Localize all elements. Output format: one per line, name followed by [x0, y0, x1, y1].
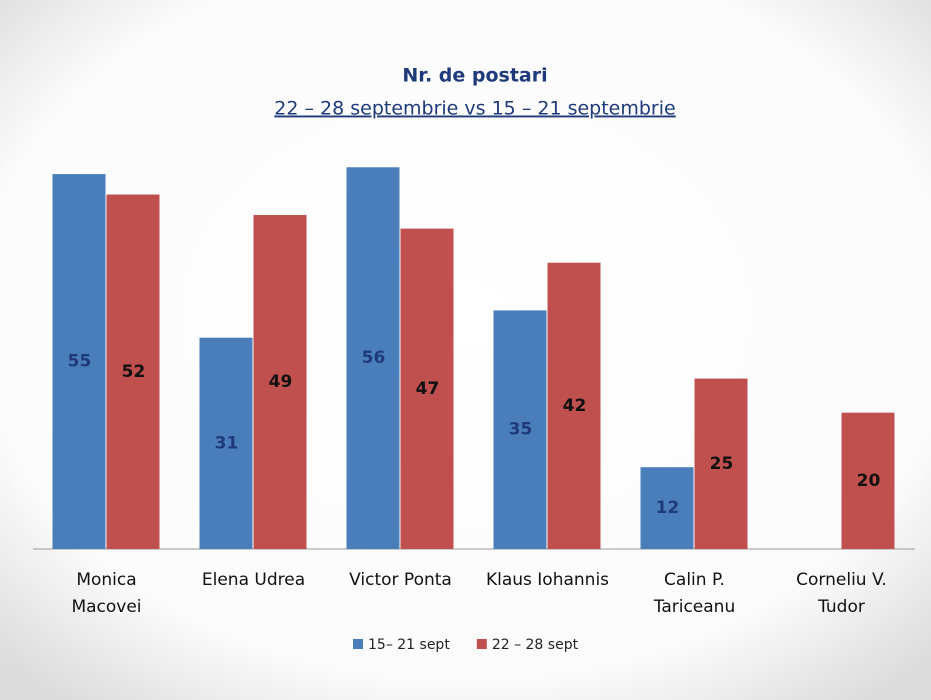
legend-label: 22 – 28 sept — [492, 637, 579, 653]
bar — [199, 337, 253, 549]
x-tick-label: Tudor — [817, 597, 865, 617]
x-tick-label: Monica — [76, 570, 136, 590]
x-tick-label: Macovei — [71, 597, 141, 617]
bar — [52, 174, 106, 550]
value-label: 55 — [68, 352, 92, 372]
legend-label: 15– 21 sept — [368, 637, 450, 653]
x-tick-label: Calin P. — [664, 570, 725, 590]
value-label: 47 — [416, 379, 440, 399]
value-label: 12 — [656, 498, 680, 518]
value-label: 35 — [509, 420, 533, 440]
bar — [640, 467, 694, 549]
value-label: 49 — [269, 372, 293, 392]
value-label: 20 — [857, 471, 881, 491]
x-tick-label: Elena Udrea — [202, 570, 305, 590]
value-label: 25 — [710, 454, 734, 474]
value-label: 42 — [563, 396, 587, 416]
value-label: 56 — [362, 348, 386, 368]
bar — [346, 167, 400, 549]
legend-swatch — [476, 639, 487, 649]
bar — [253, 214, 307, 549]
bar — [493, 310, 547, 549]
bar — [400, 228, 454, 549]
chart-subtitle: 22 – 28 septembrie vs 15 – 21 septembrie — [274, 98, 675, 120]
legend-swatch — [353, 639, 363, 649]
bar — [106, 194, 160, 550]
value-label: 31 — [215, 433, 239, 453]
bar — [547, 262, 601, 549]
x-tick-label: Klaus Iohannis — [486, 570, 609, 590]
bar — [694, 378, 748, 549]
chart-title: Nr. de postari — [402, 65, 547, 87]
x-tick-label: Tariceanu — [653, 597, 735, 617]
x-tick-label: Corneliu V. — [796, 570, 887, 590]
bar — [841, 412, 895, 549]
x-tick-label: Victor Ponta — [349, 570, 452, 590]
value-label: 52 — [122, 362, 146, 382]
